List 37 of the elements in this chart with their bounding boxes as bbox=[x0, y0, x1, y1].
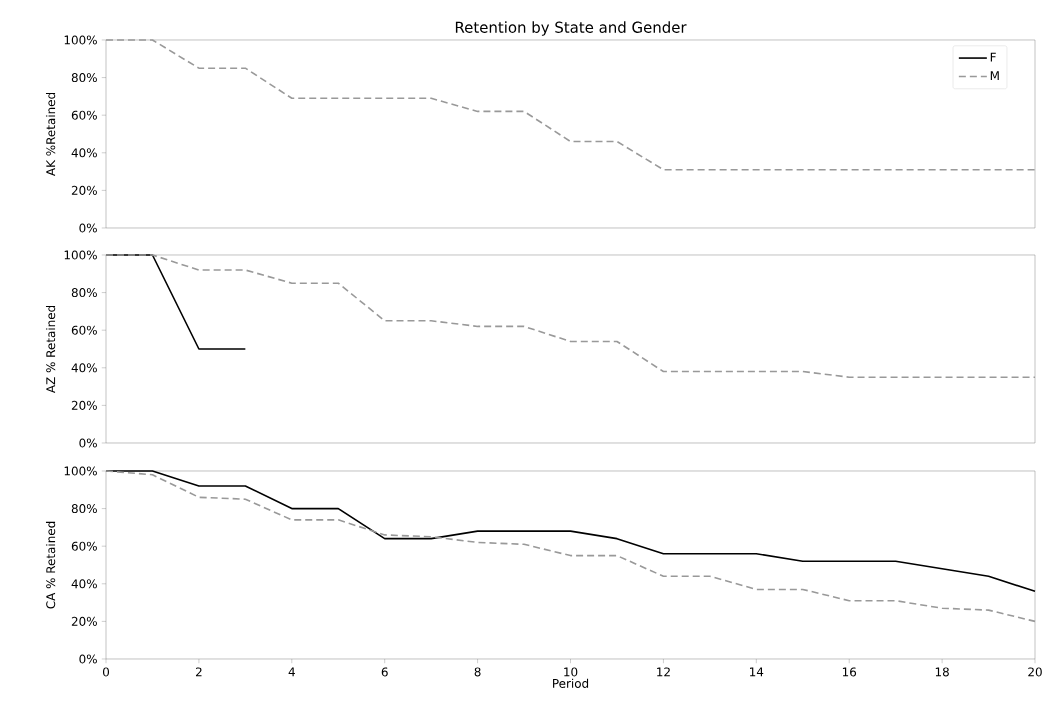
y-tick-label: 0% bbox=[79, 223, 97, 233]
line-series bbox=[105, 470, 1036, 623]
y-tick-label: 60% bbox=[71, 541, 97, 551]
y-tick-label: 20% bbox=[71, 185, 97, 195]
legend-label: F bbox=[990, 52, 996, 62]
y-tick-label: 100% bbox=[64, 250, 97, 260]
x-tick-label: 10 bbox=[564, 667, 578, 677]
x-tick-label: 18 bbox=[935, 667, 949, 677]
y-tick-label: 60% bbox=[71, 325, 97, 335]
y-tick-label: 40% bbox=[71, 579, 97, 589]
x-axis-title: Period bbox=[553, 678, 589, 688]
x-tick-label: 12 bbox=[657, 667, 670, 677]
x-tick-label: 20 bbox=[1028, 667, 1042, 677]
y-tick-label: 20% bbox=[71, 400, 97, 410]
x-tick-label: 16 bbox=[842, 667, 857, 677]
x-tick-label: 0 bbox=[102, 667, 110, 677]
y-tick-label: 80% bbox=[71, 73, 97, 83]
x-tick-label: 8 bbox=[474, 667, 481, 677]
y-tick-label: 80% bbox=[71, 504, 97, 514]
y-tick-label: 80% bbox=[71, 288, 97, 298]
x-tick-label: 14 bbox=[750, 667, 764, 677]
y-tick-label: 60% bbox=[71, 110, 97, 120]
y-axis-title: AZ % Retained bbox=[45, 305, 56, 394]
x-tick-label: 4 bbox=[288, 667, 295, 677]
chart-title: Retention by State and Gender bbox=[455, 21, 687, 36]
y-tick-label: 40% bbox=[71, 148, 97, 158]
y-tick-label: 100% bbox=[64, 466, 97, 476]
x-tick-label: 2 bbox=[195, 667, 202, 677]
y-axis-title: CA % Retained bbox=[45, 521, 56, 609]
x-tick-label: 6 bbox=[381, 667, 388, 677]
y-tick-label: 40% bbox=[71, 363, 97, 373]
y-tick-label: 0% bbox=[79, 654, 97, 664]
y-tick-label: 20% bbox=[71, 616, 97, 626]
legend-label: M bbox=[990, 71, 999, 81]
y-axis-title: AK %Retained bbox=[45, 92, 56, 176]
y-tick-label: 0% bbox=[79, 438, 97, 448]
y-tick-label: 100% bbox=[64, 35, 97, 45]
